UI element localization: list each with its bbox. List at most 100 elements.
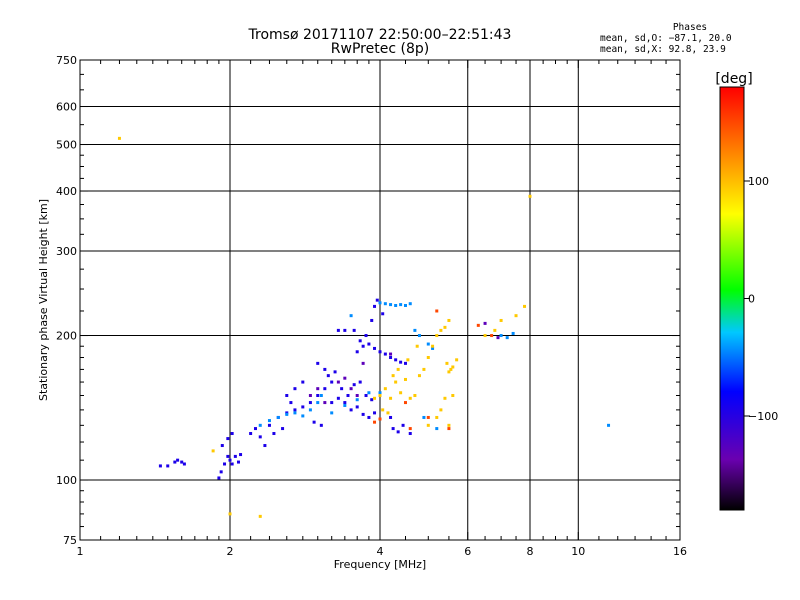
echo-point bbox=[358, 339, 362, 343]
echo-point bbox=[383, 387, 387, 391]
colorbar-label: [deg] bbox=[715, 71, 752, 87]
echo-point bbox=[447, 318, 451, 322]
echo-point bbox=[319, 423, 323, 427]
echo-point bbox=[173, 460, 177, 464]
echo-point bbox=[355, 405, 359, 409]
echo-point bbox=[117, 136, 121, 140]
echo-point bbox=[263, 444, 267, 448]
echo-point bbox=[301, 405, 305, 409]
echo-point bbox=[378, 417, 382, 421]
echo-point bbox=[253, 427, 257, 431]
y-tick-label: 300 bbox=[56, 245, 77, 258]
echo-point bbox=[223, 462, 227, 466]
echo-point bbox=[323, 387, 327, 391]
echo-point bbox=[249, 432, 253, 436]
echo-point bbox=[443, 325, 447, 329]
echo-point bbox=[381, 312, 385, 316]
echo-point bbox=[408, 396, 412, 400]
echo-point bbox=[340, 387, 344, 391]
echo-point bbox=[514, 314, 518, 318]
data-points bbox=[117, 136, 611, 518]
echo-point bbox=[228, 512, 232, 516]
echo-point bbox=[396, 430, 400, 434]
echo-point bbox=[308, 401, 312, 405]
echo-point bbox=[389, 415, 393, 419]
echo-point bbox=[355, 350, 359, 354]
echo-point bbox=[378, 394, 382, 398]
chart-subtitle: RwPretec (8p) bbox=[330, 41, 430, 57]
echo-point bbox=[483, 321, 487, 325]
echo-point bbox=[373, 346, 377, 350]
echo-point bbox=[389, 352, 393, 356]
echo-point bbox=[401, 423, 405, 427]
echo-point bbox=[217, 476, 221, 480]
echo-point bbox=[505, 336, 509, 340]
colorbar: [deg] −100 0 100 bbox=[715, 71, 778, 511]
echo-point bbox=[211, 449, 215, 453]
phase-stats-o: mean, sd,O: −87.1, 20.0 bbox=[600, 33, 732, 44]
echo-point bbox=[343, 403, 347, 407]
echo-point bbox=[301, 380, 305, 384]
echo-point bbox=[355, 398, 359, 402]
echo-point bbox=[435, 309, 439, 313]
echo-point bbox=[447, 423, 451, 427]
echo-point bbox=[330, 411, 334, 415]
echo-point bbox=[361, 412, 365, 416]
echo-point bbox=[403, 377, 407, 381]
echo-point bbox=[316, 401, 320, 405]
echo-point bbox=[219, 470, 223, 474]
echo-point bbox=[333, 370, 337, 374]
grid-lines bbox=[80, 60, 680, 540]
echo-point bbox=[367, 415, 371, 419]
x-tick-label: 8 bbox=[527, 545, 534, 558]
echo-point bbox=[330, 401, 334, 405]
echo-point bbox=[326, 374, 330, 378]
echo-point bbox=[408, 302, 412, 306]
echo-point bbox=[447, 370, 451, 374]
echo-point bbox=[258, 423, 262, 427]
echo-point bbox=[378, 391, 382, 395]
echo-point bbox=[293, 411, 297, 415]
colorbar-tick-label: 0 bbox=[748, 293, 755, 306]
echo-point bbox=[285, 412, 289, 416]
echo-point bbox=[413, 328, 417, 332]
x-tick-label: 2 bbox=[227, 545, 234, 558]
echo-point bbox=[391, 427, 395, 431]
echo-point bbox=[386, 411, 390, 415]
echo-point bbox=[391, 374, 395, 378]
colorbar-tick-label: −100 bbox=[748, 410, 778, 423]
y-tick-label: 100 bbox=[56, 474, 77, 487]
echo-point bbox=[293, 387, 297, 391]
echo-point bbox=[389, 396, 393, 400]
echo-point bbox=[367, 391, 371, 395]
y-tick-label: 200 bbox=[56, 330, 77, 343]
echo-point bbox=[312, 420, 316, 424]
echo-point bbox=[483, 334, 487, 338]
echo-point bbox=[330, 380, 334, 384]
echo-point bbox=[352, 328, 356, 332]
echo-point bbox=[422, 367, 426, 371]
echo-point bbox=[607, 423, 611, 427]
echo-point bbox=[230, 462, 234, 466]
echo-point bbox=[417, 334, 421, 338]
echo-point bbox=[373, 396, 377, 400]
echo-point bbox=[349, 408, 353, 412]
echo-point bbox=[373, 411, 377, 415]
echo-point bbox=[323, 367, 327, 371]
echo-point bbox=[358, 380, 362, 384]
echo-point bbox=[415, 344, 419, 348]
echo-point bbox=[367, 342, 371, 346]
echo-point bbox=[476, 323, 480, 327]
echo-point bbox=[355, 394, 359, 398]
echo-point bbox=[422, 415, 426, 419]
colorbar-ticks: −100 0 100 bbox=[744, 175, 778, 423]
echo-point bbox=[289, 401, 293, 405]
echo-point bbox=[308, 408, 312, 412]
echo-point bbox=[431, 344, 435, 348]
echo-point bbox=[511, 331, 515, 335]
echo-point bbox=[451, 365, 455, 369]
echo-point bbox=[403, 303, 407, 307]
echo-point bbox=[336, 380, 340, 384]
echo-point bbox=[408, 432, 412, 436]
